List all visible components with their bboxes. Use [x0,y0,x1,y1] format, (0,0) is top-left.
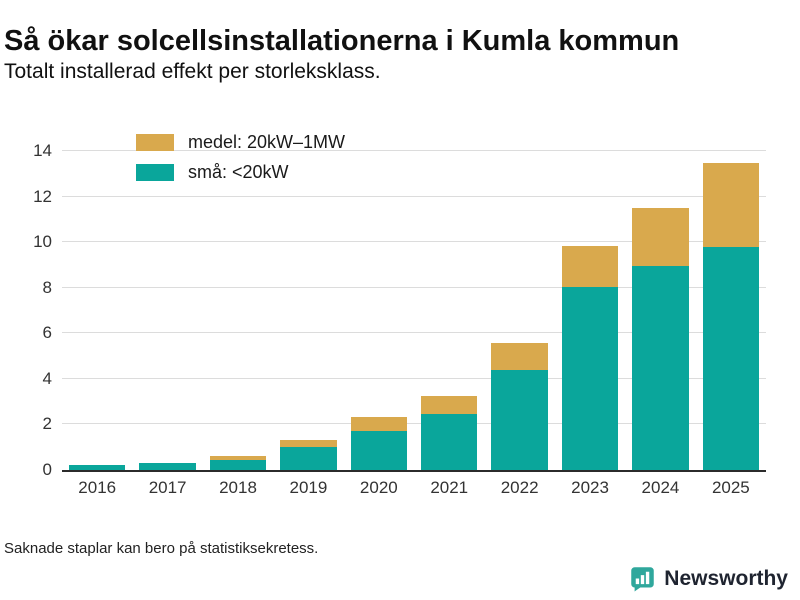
bar-segment-medel [280,440,337,448]
bar-segment-sma [491,369,548,470]
gridline [62,423,766,425]
bar-2020 [350,416,407,470]
legend-swatch [136,164,174,181]
x-axis-tick-labels: 2016 2017 2018 2019 2020 2021 2022 2023 2024 2025 [62,478,766,498]
bar-segment-medel [491,342,548,370]
x-tick-label: 2025 [711,478,750,497]
legend-label: små: <20kW [188,162,289,182]
bar-slot [484,140,554,470]
gridline [62,377,766,379]
y-tick-label: 14 [33,141,52,161]
x-tick-label: 2023 [571,478,609,497]
bar-2021 [421,396,478,470]
x-tick-label: 2022 [500,478,539,497]
x-tick-label: 2016 [78,478,117,497]
page-title: Så ökar solcellsinstallationerna i Kumla… [4,25,680,58]
bar-slot [344,140,414,470]
bar-chart-speech-bubble-icon [629,565,656,592]
x-tick-label: 2018 [219,478,257,497]
legend-item: medel: 20kW–1MW [136,132,345,153]
x-tick-label: 2019 [289,478,328,497]
bar-2018 [209,456,267,470]
bar-segment-medel [632,208,689,267]
brand-name: Newsworthy [664,566,788,590]
x-tick-label: 2024 [641,478,680,497]
chart-footnote: Saknade staplar kan bero på statistiksek… [4,540,319,557]
gridline [62,195,766,197]
bar-slot [62,140,132,470]
bar-segment-medel [421,396,478,415]
branding: Newsworthy [629,565,788,592]
bar-segment-medel [702,162,760,247]
bar-segment-sma [280,447,337,470]
chart-legend: medel: 20kW–1MW små: <20kW [136,132,345,183]
bar-2019 [280,440,337,470]
bar-segment-medel [209,456,267,460]
bar-2016 [69,465,126,470]
bar-slot [696,140,766,470]
bars-container [62,140,766,470]
bar-slot [273,140,343,470]
bar-slot [132,140,202,470]
stacked-bar-chart: 0 2 4 6 8 10 12 14 medel: 20kW–1MW små: <20kW 20… [0,132,800,520]
bar-2025 [702,162,760,470]
x-tick-label: 2020 [359,478,398,497]
legend-label: medel: 20kW–1MW [188,132,346,152]
bar-segment-sma [350,431,407,470]
bar-segment-medel [350,416,407,432]
x-tick-label: 2017 [148,478,187,497]
y-tick-label: 10 [33,232,52,252]
bar-segment-sma [69,465,126,470]
chart-subtitle: Totalt installerad effekt per storlekskl… [4,60,381,83]
y-tick-label: 6 [42,323,52,343]
legend-item: små: <20kW [136,162,345,183]
bar-segment-sma [561,286,619,470]
bar-segment-sma [209,459,267,470]
bar-slot [203,140,273,470]
bar-segment-sma [139,462,196,470]
y-axis-tick-labels: 0 2 4 6 8 10 12 14 [0,140,52,479]
bar-segment-sma [421,414,478,470]
bar-slot [625,140,695,470]
y-tick-label: 4 [42,368,52,388]
bar-2024 [632,208,689,470]
plot-area: medel: 20kW–1MW små: <20kW [62,132,766,472]
legend-swatch [136,134,174,151]
y-tick-label: 2 [42,414,52,434]
y-tick-label: 8 [42,277,52,297]
bar-slot [414,140,484,470]
gridline [62,332,766,334]
bar-2017 [139,462,196,470]
y-tick-label: 0 [42,460,52,479]
bar-segment-sma [632,266,689,470]
gridline [62,150,766,152]
bar-slot [555,140,625,470]
gridline [62,241,766,243]
gridline [62,286,766,288]
x-tick-label: 2021 [430,478,469,497]
bar-segment-sma [702,246,760,470]
y-tick-label: 12 [33,186,52,206]
bar-2022 [491,342,548,470]
bar-segment-medel [561,245,619,287]
bar-2023 [561,245,619,470]
